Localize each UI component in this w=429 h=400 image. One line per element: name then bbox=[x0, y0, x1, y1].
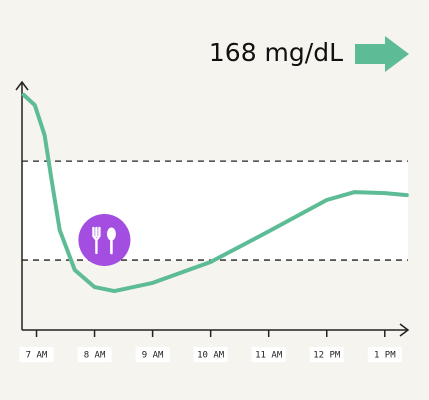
trend-arrow bbox=[355, 36, 409, 72]
fork-icon bbox=[92, 226, 101, 255]
meal-circle bbox=[78, 213, 131, 266]
x-tick-label: 11 AM bbox=[255, 351, 283, 361]
glucose-reading: 168 mg/dL bbox=[209, 38, 343, 67]
x-tick-box bbox=[367, 347, 402, 362]
x-tick-label: 9 AM bbox=[142, 351, 164, 361]
x-tick-box bbox=[193, 347, 228, 362]
x-tick-label: 7 AM bbox=[26, 351, 48, 361]
x-tick-label: 8 AM bbox=[84, 351, 106, 361]
meal-marker bbox=[78, 213, 131, 266]
x-tick-box bbox=[309, 347, 344, 362]
y-axis-arrow bbox=[15, 80, 29, 91]
x-tick-label: 1 PM bbox=[374, 351, 396, 361]
x-tick-box bbox=[19, 347, 54, 362]
x-axis-arrow bbox=[399, 323, 410, 337]
spoon-icon bbox=[106, 227, 116, 241]
glucose-line bbox=[21, 92, 409, 294]
x-tick-box bbox=[251, 347, 286, 362]
x-tick-box bbox=[135, 347, 170, 362]
x-tick-box bbox=[77, 347, 112, 362]
x-tick-label: 10 AM bbox=[197, 351, 225, 361]
x-tick-label: 12 PM bbox=[313, 351, 341, 361]
